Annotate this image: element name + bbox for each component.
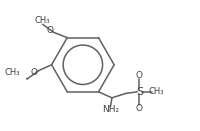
Text: S: S bbox=[136, 87, 143, 97]
Text: O: O bbox=[136, 104, 143, 113]
Text: O: O bbox=[136, 71, 143, 80]
Text: CH₃: CH₃ bbox=[149, 87, 164, 96]
Text: NH₂: NH₂ bbox=[102, 105, 119, 114]
Text: O: O bbox=[46, 26, 53, 35]
Text: CH₃: CH₃ bbox=[5, 68, 20, 77]
Text: CH₃: CH₃ bbox=[35, 16, 50, 25]
Text: O: O bbox=[31, 69, 38, 77]
